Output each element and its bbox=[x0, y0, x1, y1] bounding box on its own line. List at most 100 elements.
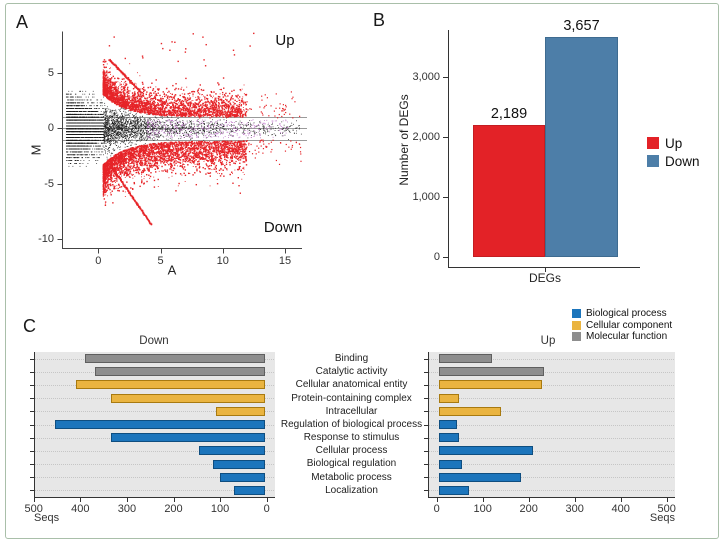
deg-y-tick-label: 0 bbox=[433, 250, 440, 263]
go-up-x-tick-label: 100 bbox=[473, 503, 492, 515]
go-down-x-tick-label: 500 bbox=[24, 503, 43, 515]
go-down-bar-1 bbox=[94, 367, 265, 377]
go-up-gridline bbox=[429, 477, 674, 479]
go-legend-label: Molecular function bbox=[586, 331, 668, 342]
go-category-label: Biological regulation bbox=[306, 458, 397, 470]
go-down-bar-5 bbox=[55, 420, 265, 429]
ma-x-axis-label: A bbox=[167, 262, 177, 278]
go-up-row-tick bbox=[424, 358, 428, 360]
go-legend-label: Biological process bbox=[586, 308, 667, 319]
go-up-gridline bbox=[429, 384, 674, 386]
go-down-row-tick bbox=[30, 490, 34, 492]
go-down-bar-4 bbox=[215, 406, 265, 416]
deg-x-axis-label: DEGs bbox=[528, 271, 562, 285]
figure-border bbox=[5, 3, 719, 539]
go-up-gridline bbox=[429, 424, 674, 426]
deg-legend-swatch-down bbox=[647, 155, 659, 167]
go-category-label: Intracellular bbox=[325, 405, 378, 417]
ma-x-tick-label: 0 bbox=[95, 254, 102, 267]
go-down-bar-2 bbox=[75, 380, 265, 390]
go-category-label: Binding bbox=[334, 353, 369, 364]
go-up-row-tick bbox=[424, 450, 428, 452]
go-up-x-axis-line bbox=[428, 497, 675, 498]
deg-y-tick-label: 2,000 bbox=[412, 130, 440, 143]
panel-a-label: A bbox=[16, 12, 29, 32]
go-down-x-tick-label: 400 bbox=[71, 503, 90, 515]
go-up-x-tick-label: 500 bbox=[657, 503, 676, 515]
go-up-row-tick bbox=[424, 424, 428, 426]
go-category-label: Catalytic activity bbox=[315, 366, 388, 378]
go-up-row-tick bbox=[424, 490, 428, 492]
go-up-bar-7 bbox=[438, 446, 533, 456]
deg-bar-value-label: 2,189 bbox=[490, 106, 528, 123]
go-down-bar-3 bbox=[110, 393, 265, 403]
go-up-gridline bbox=[429, 464, 674, 466]
ma-y-tick-label: -10 bbox=[38, 233, 54, 246]
go-up-bar-8 bbox=[438, 459, 462, 469]
go-up-bar-4 bbox=[438, 406, 501, 416]
go-down-x-tick bbox=[33, 498, 35, 502]
go-up-gridline bbox=[429, 358, 674, 360]
go-down-x-tick bbox=[126, 498, 128, 502]
go-up-x-tick bbox=[528, 498, 530, 502]
ma-y-tick-label: -5 bbox=[44, 177, 54, 190]
go-down-x-tick-label: 0 bbox=[263, 503, 270, 515]
go-up-x-tick bbox=[482, 498, 484, 502]
go-up-row-tick bbox=[424, 411, 428, 413]
go-down-row-tick bbox=[30, 411, 34, 413]
deg-y-tick bbox=[443, 196, 448, 198]
deg-y-tick-label: 3,000 bbox=[412, 70, 440, 83]
go-down-x-tick-label: 100 bbox=[210, 503, 230, 515]
go-down-bar-0 bbox=[85, 354, 265, 364]
go-legend-item: Biological process bbox=[572, 308, 667, 319]
deg-legend-item: Up bbox=[647, 136, 682, 151]
deg-legend-item: Down bbox=[647, 153, 700, 169]
go-up-bar-3 bbox=[438, 393, 460, 403]
go-down-row-tick bbox=[30, 384, 34, 386]
go-up-x-tick bbox=[620, 498, 622, 502]
go-category-label: Cellular process bbox=[315, 445, 388, 457]
go-down-x-tick bbox=[220, 498, 222, 502]
go-up-row-tick bbox=[424, 398, 428, 400]
go-up-bar-5 bbox=[438, 420, 458, 429]
go-down-gridline bbox=[35, 477, 274, 479]
go-up-row-tick bbox=[424, 384, 428, 386]
go-down-gridline bbox=[35, 490, 274, 492]
go-legend-swatch-cellular-component bbox=[572, 320, 581, 330]
ma-y-tick-label: 5 bbox=[47, 66, 54, 79]
go-up-gridline bbox=[429, 490, 674, 492]
go-up-row-tick bbox=[424, 477, 428, 479]
go-down-x-tick bbox=[173, 498, 175, 502]
go-down-bar-6 bbox=[110, 433, 265, 443]
deg-bar-value-label: 3,657 bbox=[563, 18, 600, 35]
go-down-row-tick bbox=[30, 477, 34, 479]
ma-x-tick-label: 10 bbox=[216, 254, 229, 267]
go-down-gridline bbox=[35, 450, 274, 452]
go-up-bar-1 bbox=[438, 367, 545, 377]
ma-y-axis-label: M bbox=[28, 144, 44, 156]
go-up-row-tick bbox=[424, 437, 428, 439]
go-down-bar-7 bbox=[199, 446, 265, 456]
go-down-row-tick bbox=[30, 464, 34, 466]
deg-legend-swatch-up bbox=[647, 137, 659, 149]
go-up-gridline bbox=[429, 450, 674, 452]
go-down-row-tick bbox=[30, 450, 34, 452]
go-up-x-tick-label: 300 bbox=[565, 503, 584, 515]
deg-legend-label: Down bbox=[665, 153, 700, 169]
go-down-row-tick bbox=[30, 437, 34, 439]
ma-up-annotation: Up bbox=[275, 32, 295, 49]
go-up-x-tick-label: 0 bbox=[433, 503, 440, 515]
go-legend-swatch-biological-process bbox=[572, 309, 581, 318]
go-down-row-tick bbox=[30, 398, 34, 400]
go-category-label: Metabolic process bbox=[311, 471, 392, 483]
go-up-title: Up bbox=[540, 335, 556, 347]
deg-y-axis-line bbox=[448, 30, 449, 267]
go-legend-item: Molecular function bbox=[572, 331, 667, 342]
go-down-seqs-label: Seqs bbox=[34, 512, 60, 524]
go-up-gridline bbox=[429, 371, 674, 373]
go-up-gridline bbox=[429, 398, 674, 400]
go-legend-swatch-molecular-function bbox=[572, 332, 581, 341]
go-category-label: Protein-containing complex bbox=[291, 392, 412, 404]
go-down-bar-8 bbox=[213, 459, 265, 469]
